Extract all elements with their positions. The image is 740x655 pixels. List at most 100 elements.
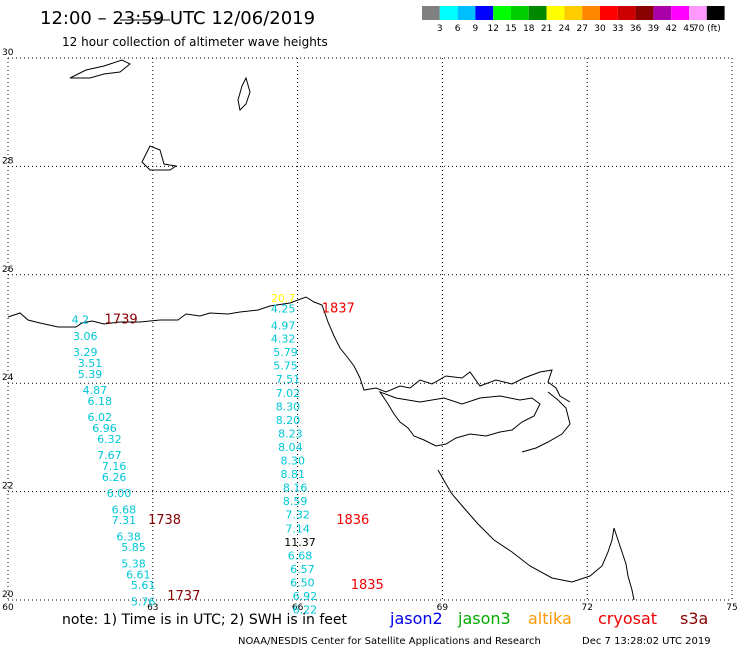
island-upper-left: [69, 59, 131, 79]
wave-height-label: 6.32: [97, 433, 122, 446]
lon-tick-label: 75: [726, 603, 737, 613]
wave-height-label: 5.76: [131, 595, 156, 608]
satellite-name-cryosat: cryosat: [598, 609, 657, 628]
color-scale-label: 33: [612, 24, 623, 34]
wave-height-label: 8.81: [281, 468, 306, 481]
color-scale-label: 27: [576, 24, 587, 34]
peninsula-qatar: [141, 145, 178, 171]
wave-height-label: 7.16: [102, 460, 127, 473]
wave-height-label: 7.51: [276, 373, 301, 386]
wave-height-label: 5.75: [273, 360, 298, 373]
wave-height-label: 5.38: [121, 557, 146, 570]
track-s3a: 20.74.254.974.325.795.757.517.028.308.20…: [271, 292, 384, 617]
wave-height-label: 3.51: [78, 357, 103, 370]
color-scale-swatch: [546, 6, 565, 20]
map-subtitle: 12 hour collection of altimeter wave hei…: [62, 35, 328, 49]
color-scale-swatch: [706, 6, 725, 20]
wave-height-label: 4.2: [72, 314, 90, 327]
color-scale-label: 18: [523, 24, 535, 34]
color-scale-label: 6: [455, 24, 461, 34]
wave-height-label: 8.59: [283, 495, 308, 508]
wave-height-label: 8.20: [276, 414, 301, 427]
timestamp-text: Dec 7 13:28:02 UTC 2019: [582, 636, 711, 647]
color-scale-swatch: [600, 6, 618, 20]
wave-height-label: 6.57: [290, 563, 315, 576]
color-scale-label: 15: [505, 24, 516, 34]
wave-height-label: 11.37: [284, 536, 316, 549]
wave-height-label: 7.02: [276, 387, 301, 400]
wave-height-label: 6.38: [116, 530, 141, 543]
pass-time-label: 1837: [322, 302, 355, 317]
satellite-name-altika: altika: [528, 609, 572, 628]
color-scale-label: 39: [648, 24, 660, 34]
pass-time-label: 1737: [167, 589, 200, 604]
color-scale-swatch: [528, 6, 547, 20]
wave-height-label: 4.87: [83, 384, 108, 397]
wave-height-label: 8.04: [278, 441, 303, 454]
satellite-name-jason3: jason3: [457, 609, 511, 628]
color-scale-swatch: [511, 6, 529, 20]
color-scale-swatch: [671, 6, 689, 20]
wave-height-label: 3.06: [73, 330, 98, 343]
lat-lon-grid: 60 63 66 69 72 75 30 28 26 24 22 20: [2, 48, 738, 613]
color-scale-label: 9: [473, 24, 479, 34]
lat-tick-label: 30: [2, 48, 14, 58]
satellite-legend: jason2 jason3 altika cryosat s3a: [389, 609, 708, 628]
wave-height-label: 6.22: [293, 604, 318, 617]
wave-height-label: 4.32: [271, 333, 296, 346]
color-scale-swatch: [457, 6, 476, 20]
wave-height-label: 7.14: [285, 522, 310, 535]
color-scale-swatch: [439, 6, 458, 20]
color-scale-label: 3: [437, 24, 443, 34]
wave-height-label: 6.68: [112, 503, 137, 516]
wave-height-label: 6.26: [102, 471, 127, 484]
color-scale-label: 70 (ft): [693, 24, 721, 34]
wave-height-label: 6.92: [293, 590, 318, 603]
color-scale-label: 42: [665, 24, 676, 34]
color-scale-swatch: [617, 6, 636, 20]
color-scale-swatch: [582, 6, 600, 20]
wave-height-label: 8.30: [276, 400, 301, 413]
color-scale-swatch: [422, 6, 440, 20]
lat-tick-label: 26: [2, 265, 14, 275]
wave-height-label: 6.02: [87, 411, 112, 424]
lat-tick-label: 22: [2, 482, 13, 492]
wave-height-label: 6.61: [126, 568, 151, 581]
pass-time-label: 1739: [105, 313, 138, 328]
wave-height-label: 7.32: [285, 509, 310, 522]
island-vertical: [237, 76, 251, 112]
wave-height-label: 6.18: [87, 395, 112, 408]
wave-height-label: 3.29: [73, 346, 98, 359]
coastline-rann-kutch: [378, 390, 541, 447]
wave-height-label: 20.7: [271, 292, 296, 305]
coastline-kathiawar: [437, 469, 615, 583]
coastline: [7, 19, 635, 601]
wave-height-label: 5.79: [273, 346, 298, 359]
pass-time-label: 1835: [351, 578, 384, 593]
map-title: 12:00 – 23:59 UTC 12/06/2019: [40, 8, 315, 29]
color-scale-swatch: [564, 6, 583, 20]
altimeter-tracks: 4.2 3.06 3.293.515.39 4.876.18 6.026.966.32 7…: [72, 292, 384, 617]
wave-height-label: 6.50: [290, 576, 315, 589]
wave-height-label: 5.85: [121, 541, 146, 554]
wave-height-label: 7.67: [97, 449, 122, 462]
satellite-name-s3a: s3a: [680, 609, 708, 628]
color-scale-label: 24: [559, 24, 571, 34]
color-scale-label: 36: [630, 24, 642, 34]
wave-height-label: 8.30: [281, 455, 306, 468]
color-scale-swatch: [475, 6, 494, 20]
coastline-iran-pakistan: [7, 296, 571, 403]
wave-height-label: 6.96: [92, 422, 117, 435]
lat-tick-label: 24: [2, 373, 14, 383]
track-jason3: 4.2 3.06 3.293.515.39 4.876.18 6.026.966.32 7…: [72, 313, 201, 609]
pass-time-label: 1836: [336, 513, 369, 528]
lon-tick-label: 66: [292, 603, 304, 613]
color-scale-swatch: [635, 6, 654, 20]
color-scale-label: 21: [541, 24, 552, 34]
coastline-gulf-khambhat: [521, 391, 571, 453]
wave-height-label: 8.16: [283, 482, 308, 495]
color-scale-swatch: [689, 6, 707, 20]
